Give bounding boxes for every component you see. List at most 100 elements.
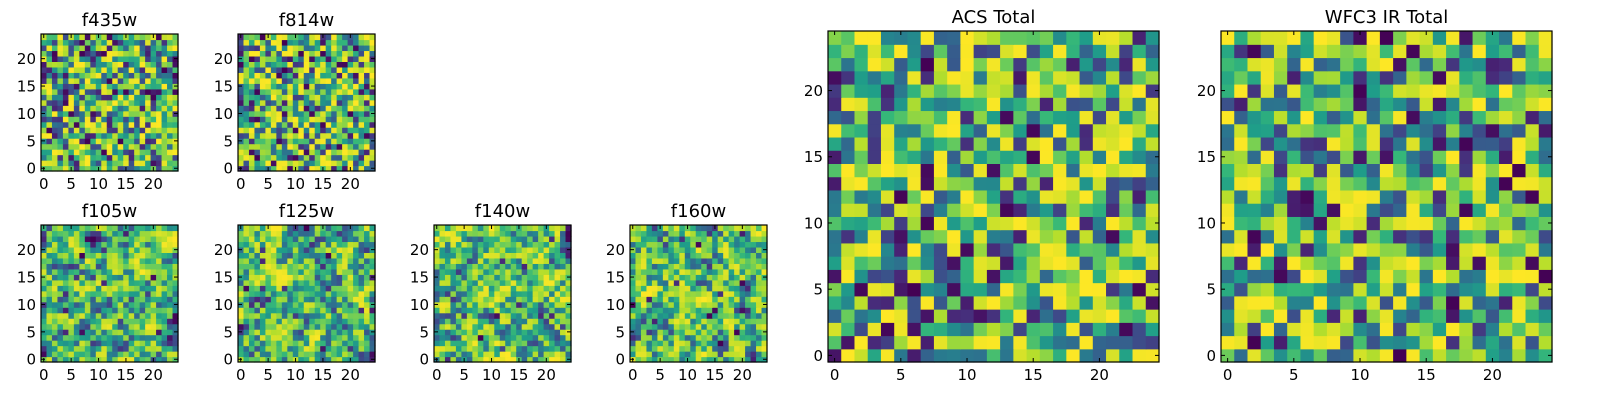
f814w-cell [347, 99, 354, 106]
f160w-cell [679, 225, 686, 232]
f125w-cell [342, 334, 349, 341]
f435w-cell [150, 143, 157, 150]
f160w-cell [662, 225, 669, 232]
f160w-xtick-label: 0 [628, 366, 638, 384]
acs-total-cell [907, 44, 922, 59]
f125w-cell [265, 285, 272, 292]
acs-total-cell [894, 295, 909, 310]
f814w-cell [298, 34, 305, 41]
f140w-cell [543, 252, 550, 259]
f160w-cell [646, 268, 653, 275]
f435w-cell [57, 61, 64, 68]
f140w-cell [549, 263, 556, 270]
f814w-cell [320, 94, 327, 101]
f435w-cell [156, 99, 163, 106]
f105w-cell [134, 246, 141, 253]
f435w-cell [139, 116, 146, 123]
f105w-cell [51, 356, 59, 363]
f160w-cell [712, 296, 719, 303]
f140w-cell [439, 307, 446, 314]
f140w-cell [499, 307, 506, 314]
f160w-cell [739, 290, 746, 297]
f435w-cell [139, 34, 146, 41]
f435w-cell [134, 61, 141, 68]
f435w-cell [106, 55, 113, 62]
wfc3-ir-total-cell [1340, 163, 1354, 178]
f140w-cell [499, 340, 506, 347]
acs-total-cell [1039, 44, 1054, 59]
f140w-cell [527, 225, 534, 232]
f435w-cell [51, 143, 59, 150]
f435w-cell [57, 88, 64, 95]
f435w-cell [128, 110, 135, 117]
f814w-cell [270, 160, 277, 167]
f105w-cell [145, 351, 152, 358]
wfc3-ir-total-cell [1459, 256, 1474, 270]
f160w-cell [684, 246, 691, 253]
acs-total-cell [841, 203, 856, 217]
f105w-ytick-label: 0 [26, 351, 36, 369]
f435w-cell [172, 77, 179, 84]
f105w-cell [167, 356, 174, 363]
f160w-cell [690, 351, 697, 358]
f125w-cell [309, 230, 316, 237]
wfc3-ir-total-cell [1379, 335, 1394, 350]
f140w-cell [516, 329, 523, 336]
f105w-cell [62, 296, 69, 303]
f814w-cell [248, 165, 256, 172]
f160w-cell [673, 225, 680, 232]
f125w-cell [369, 334, 376, 341]
f125w-cell [309, 301, 316, 308]
f160w-cell [646, 356, 653, 363]
f125w-cell [298, 252, 305, 259]
f105w-cell [117, 340, 124, 347]
f435w-cell [57, 66, 64, 73]
f125w-cell [276, 356, 283, 363]
f140w-cell [483, 268, 490, 275]
f140w-cell [499, 301, 506, 308]
f435w-cell [161, 88, 168, 95]
f105w-cell [172, 340, 179, 347]
f435w-cell [172, 72, 179, 79]
f125w-cell [276, 296, 283, 303]
wfc3-ir-total-cell [1485, 269, 1500, 284]
acs-total-cell [1026, 31, 1041, 45]
f105w-cell [167, 257, 174, 264]
f105w-cell [139, 329, 146, 336]
f814w-cell [325, 50, 332, 57]
f814w-cell [259, 88, 266, 95]
wfc3-ir-total-cell [1419, 176, 1434, 191]
f160w-cell [756, 296, 763, 303]
f814w-cell [303, 154, 310, 161]
f105w-cell [128, 307, 135, 314]
f140w-cell [472, 274, 479, 281]
acs-total-cell [960, 256, 975, 270]
f435w-cell [123, 121, 130, 128]
f105w-cell [139, 225, 146, 232]
acs-total-cell [1092, 189, 1107, 204]
f125w-cell [325, 252, 332, 259]
f105w-cell [41, 285, 48, 292]
f105w-cell [117, 334, 124, 341]
f160w-cell [734, 235, 741, 243]
acs-total-cell [920, 31, 935, 45]
f125w-cell [303, 318, 310, 325]
f140w-ytick-label: 10 [410, 296, 429, 314]
f125w-cell [265, 334, 272, 341]
f160w-cell [684, 340, 691, 347]
f105w-cell [156, 257, 163, 264]
f814w-cell [298, 44, 305, 52]
f140w-cell [488, 334, 495, 341]
f105w-cell [95, 351, 102, 358]
f140w-cell [450, 230, 457, 237]
acs-total-cell [1079, 97, 1094, 112]
f140w-cell [510, 312, 517, 319]
f160w-cell [662, 351, 669, 358]
acs-total-cell [1119, 97, 1134, 112]
acs-total-cell [1092, 335, 1107, 350]
f435w-cell [150, 154, 157, 161]
f140w-cell [488, 345, 495, 352]
f105w-cell [145, 241, 152, 248]
f435w-cell [161, 154, 168, 161]
f125w-cell [331, 301, 338, 308]
